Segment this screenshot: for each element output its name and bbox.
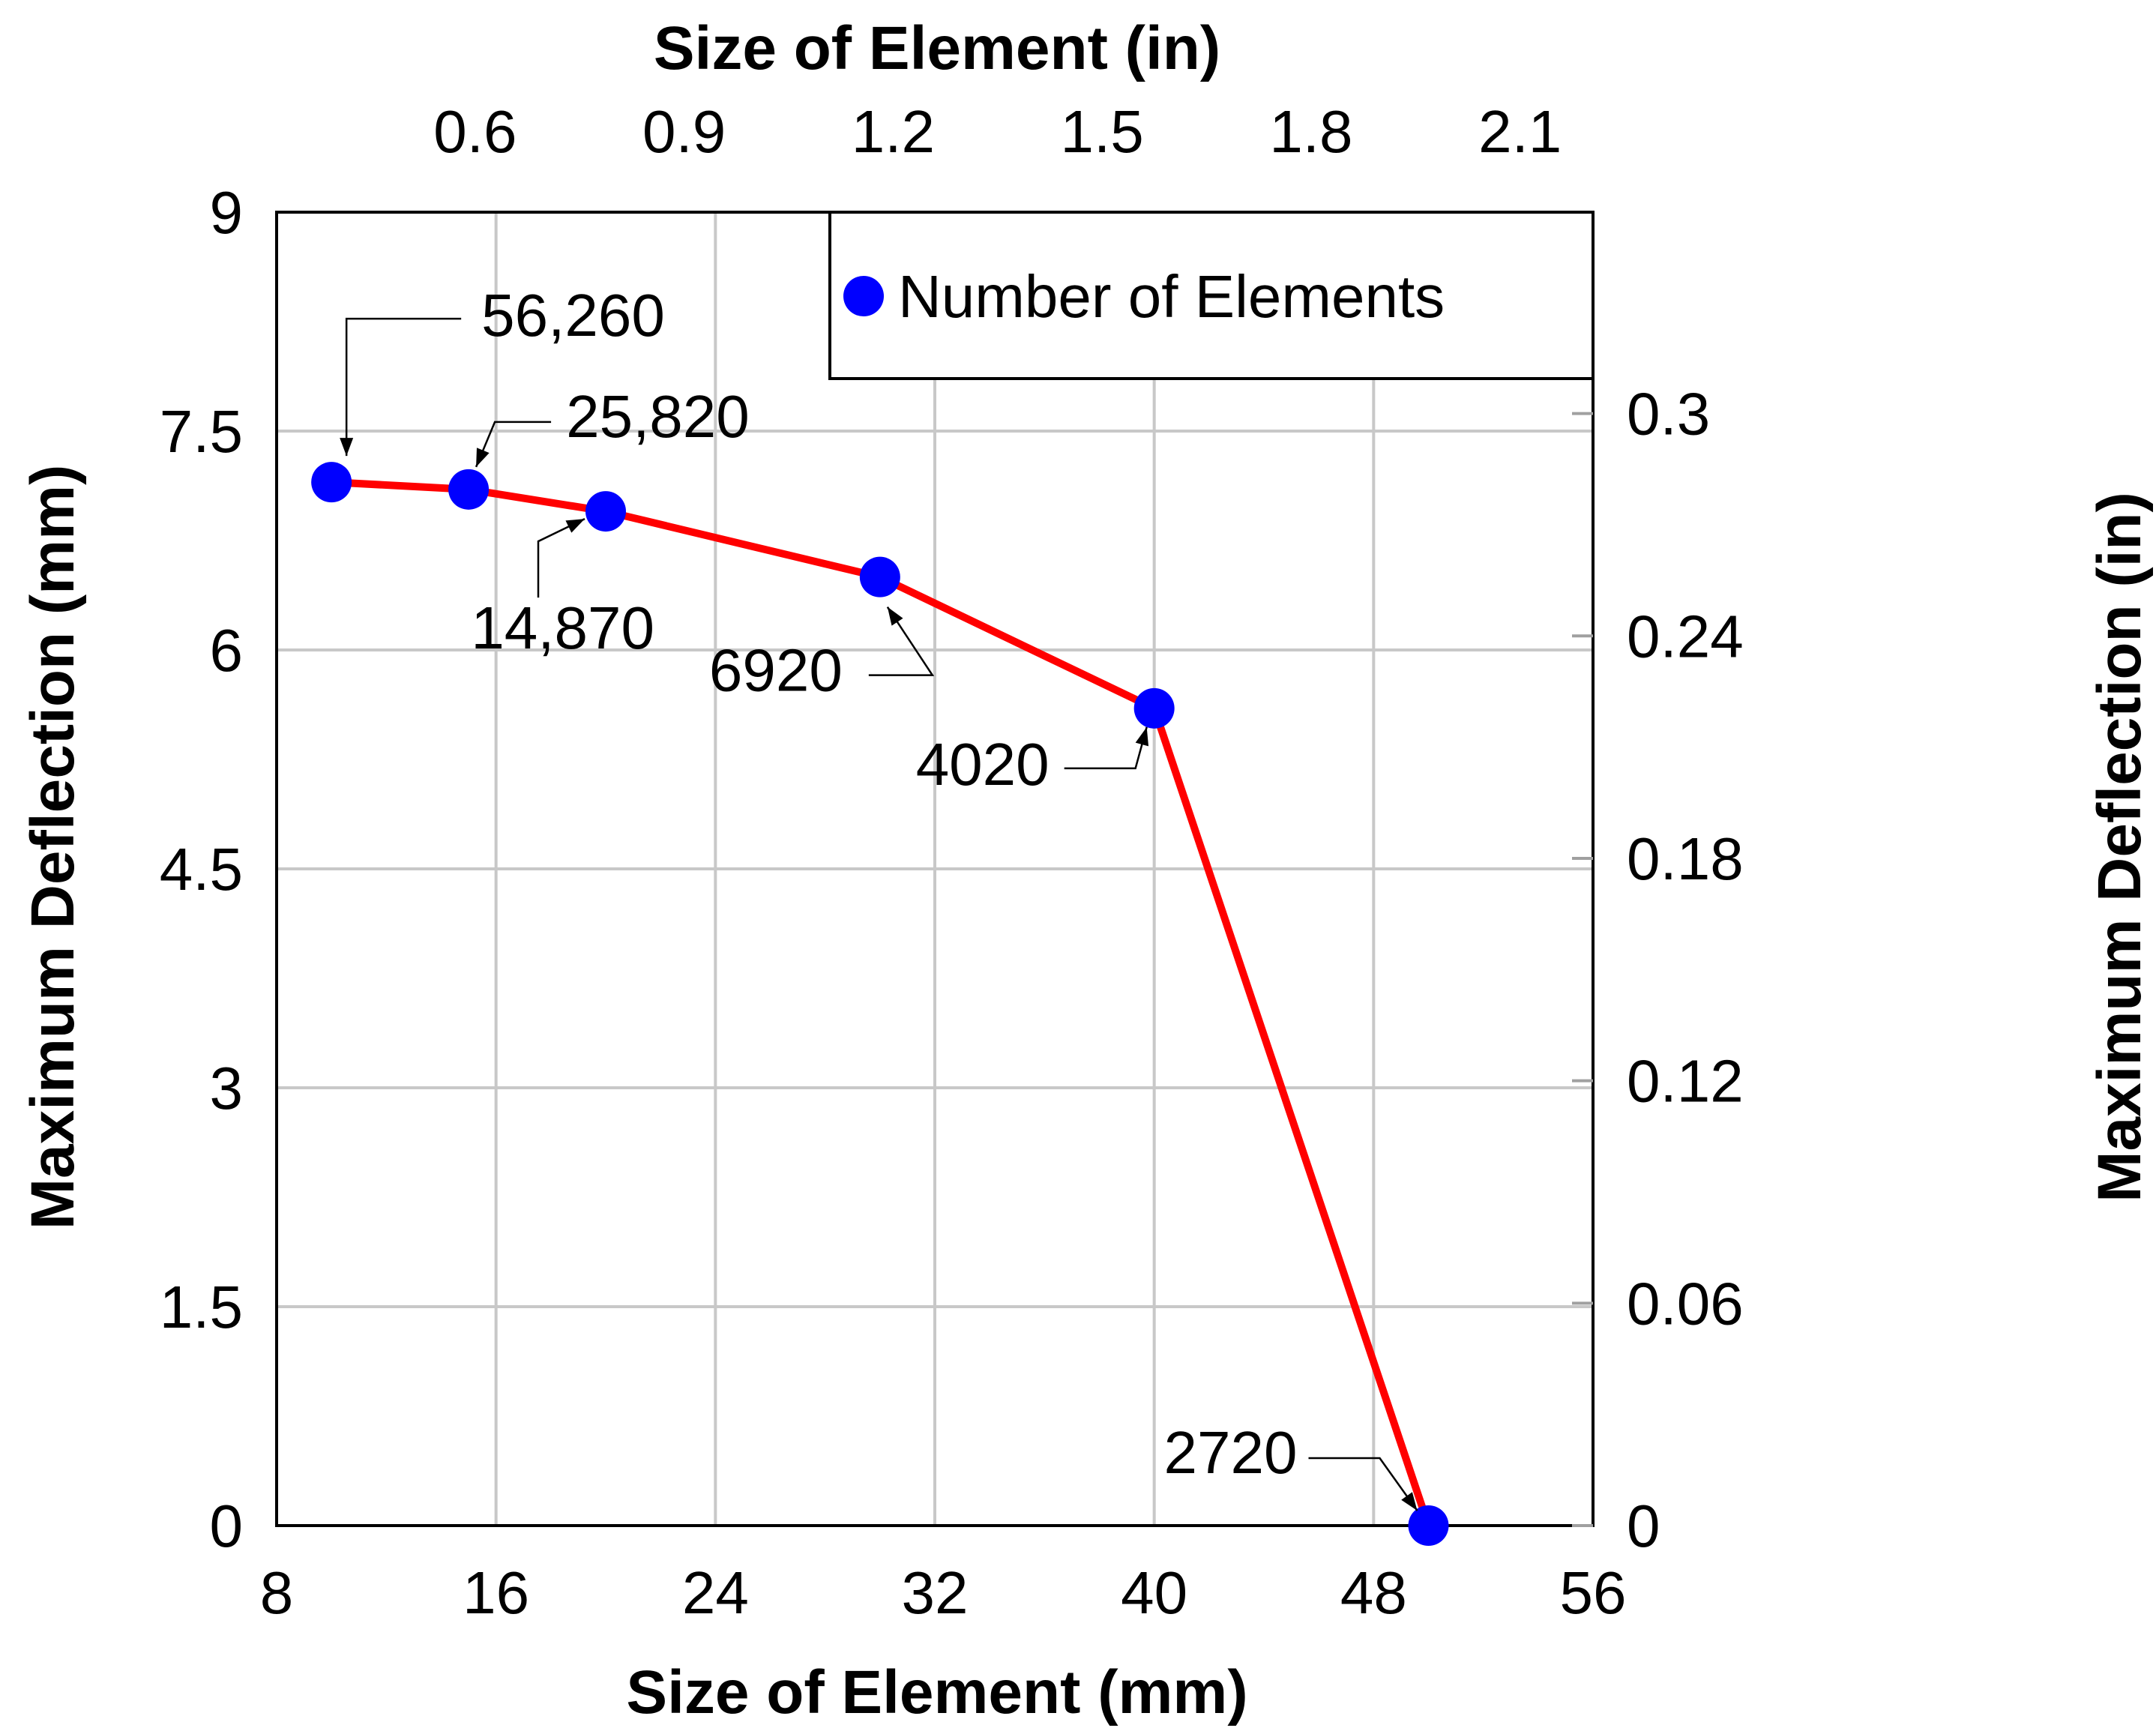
x-tick-label: 16: [463, 1559, 529, 1626]
y2-tick-label: 0: [1627, 1493, 1660, 1559]
x2-tick-label: 1.2: [852, 98, 935, 165]
x-tick-label: 8: [260, 1559, 294, 1626]
x2-tick-label: 0.6: [433, 98, 517, 165]
x2-tick-label: 1.8: [1269, 98, 1352, 165]
annotation-arrowhead: [565, 519, 585, 533]
annotation-label: 2720: [1164, 1419, 1298, 1486]
data-point: [448, 469, 490, 510]
y2-tick-label: 0.12: [1627, 1048, 1744, 1115]
x2-tick-label: 0.9: [642, 98, 726, 165]
x-tick-label: 56: [1560, 1559, 1627, 1626]
x-tick-label: 24: [682, 1559, 749, 1626]
annotation-label: 4020: [916, 731, 1050, 798]
y2-tick-label: 0.24: [1627, 603, 1744, 669]
data-point: [1408, 1505, 1449, 1546]
annotation-arrowhead: [1135, 726, 1149, 747]
x2-axis-title: Size of Element (in): [654, 14, 1220, 82]
annotation-leader: [537, 517, 585, 598]
annotation-label: 25,820: [566, 383, 750, 450]
y-tick-label: 6: [210, 617, 244, 684]
annotation-arrowhead: [887, 606, 903, 626]
annotation-leader: [868, 606, 935, 676]
y2-axis-title: Maximum Deflection (in): [2086, 492, 2154, 1202]
y-tick-label: 1.5: [160, 1274, 243, 1340]
data-point: [1133, 687, 1175, 729]
point-annotations: 56,260 25,820 14,870 6920 4020 2720: [340, 282, 1418, 1511]
data-point: [585, 491, 626, 532]
legend-label: Number of Elements: [898, 263, 1445, 330]
legend-box: [828, 211, 1595, 380]
x-axis-title: Size of Element (mm): [626, 1658, 1247, 1727]
annotation-label: 6920: [709, 637, 843, 704]
y-tick-label: 9: [210, 179, 244, 246]
y-tick-label: 7.5: [160, 398, 243, 465]
y-axis-title: Maximum Deflection (mm): [19, 465, 87, 1230]
annotation-leader: [345, 317, 462, 457]
grid-lines: [277, 212, 1593, 1526]
legend: Number of Elements: [828, 211, 1595, 380]
y2-tick-label: 0.06: [1627, 1270, 1744, 1337]
y-tick-label: 0: [210, 1493, 244, 1559]
annotation-leader: [475, 421, 552, 468]
x2-tick-label: 2.1: [1478, 98, 1562, 165]
x-tick-label: 48: [1340, 1559, 1407, 1626]
y-tick-label: 3: [210, 1055, 244, 1122]
annotation-arrowhead: [476, 448, 490, 467]
data-series: [311, 462, 1449, 1546]
x2-tick-label: 1.5: [1061, 98, 1144, 165]
y-tick-label: 4.5: [160, 836, 243, 903]
annotation-arrowhead: [340, 438, 354, 457]
data-point: [859, 556, 900, 597]
annotation-leader: [1308, 1457, 1418, 1511]
annotation-leader: [1064, 726, 1148, 770]
series-line: [331, 478, 1433, 1527]
legend-marker: [843, 276, 884, 316]
y2-tick-label: 0.18: [1627, 825, 1744, 892]
annotation-arrowhead: [1401, 1492, 1418, 1511]
y2-tick-label: 0.3: [1627, 381, 1710, 448]
data-point: [311, 462, 352, 503]
x-tick-label: 32: [902, 1559, 969, 1626]
x-tick-label: 40: [1121, 1559, 1187, 1626]
annotation-label: 56,260: [481, 282, 665, 349]
annotation-label: 14,870: [471, 594, 654, 661]
